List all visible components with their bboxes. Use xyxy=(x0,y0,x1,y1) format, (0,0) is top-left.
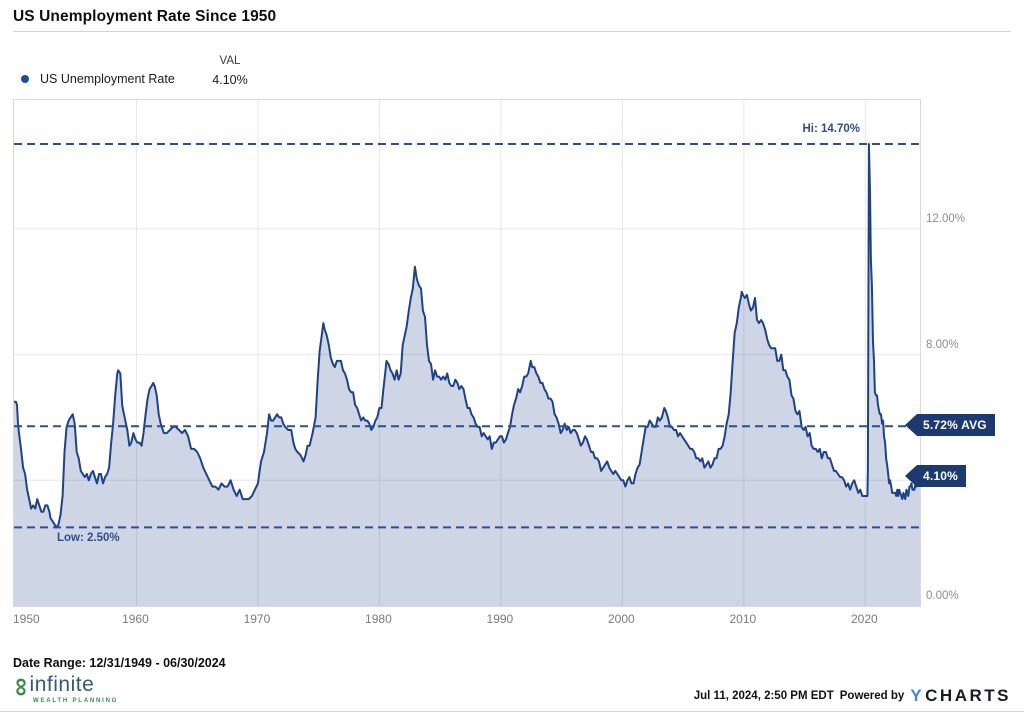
page-title: US Unemployment Rate Since 1950 xyxy=(13,8,277,25)
x-axis-tick-label: 1990 xyxy=(486,612,514,626)
powered-by-label: Powered by xyxy=(839,690,905,702)
series-line xyxy=(14,143,920,529)
unemployment-area-chart xyxy=(14,100,920,606)
legend-series-dot-icon xyxy=(21,75,29,83)
ycharts-y-icon: Y xyxy=(910,686,925,705)
x-axis-tick-label: 2000 xyxy=(608,612,635,626)
x-axis-tick-label: 2010 xyxy=(729,612,757,626)
infinite-wealth-planning-logo: ∞ infinite xyxy=(7,672,95,700)
y-axis-tick-label: 8.00% xyxy=(926,338,959,351)
x-axis-tick-label: 1950 xyxy=(13,612,40,626)
y-axis-tick-label: 12.00% xyxy=(926,212,966,225)
timestamp-label: Jul 11, 2024, 2:50 PM EDT xyxy=(693,690,834,702)
date-range-label: Date Range: 12/31/1949 - 06/30/2024 xyxy=(13,656,226,670)
ycharts-wordmark: CHARTS xyxy=(925,686,1011,705)
y-axis-tick-label: 0.00% xyxy=(926,590,959,602)
footer-attribution: Jul 11, 2024, 2:50 PM EDT Powered by Y CH… xyxy=(694,686,1011,706)
avg-value-badge: 5.72% AVG xyxy=(905,414,995,437)
logo-subtitle: WEALTH PLANNING xyxy=(33,698,119,704)
legend-val-header: VAL xyxy=(219,55,241,67)
x-axis-tick-label: 1970 xyxy=(243,612,271,626)
title-divider xyxy=(13,31,1011,32)
x-axis-tick-label: 2020 xyxy=(850,612,878,626)
legend-val-value: 4.10% xyxy=(212,73,248,87)
bottom-divider xyxy=(0,711,1024,712)
low-annotation-label: Low: 2.50% xyxy=(57,532,120,545)
x-axis-tick-label: 1960 xyxy=(122,612,149,626)
hi-annotation-label: Hi: 14.70% xyxy=(802,123,860,135)
x-axis-tick-label: 1980 xyxy=(365,612,392,626)
ycharts-logo: Y CHARTS xyxy=(910,686,1011,706)
series-area-fill xyxy=(14,144,920,606)
chart-plot-area xyxy=(13,99,921,607)
logo-name: infinite xyxy=(29,673,95,696)
current-value-badge: 4.10% xyxy=(904,465,967,488)
legend-series-label: US Unemployment Rate xyxy=(40,72,175,86)
infinity-logo-icon: ∞ xyxy=(7,677,38,697)
